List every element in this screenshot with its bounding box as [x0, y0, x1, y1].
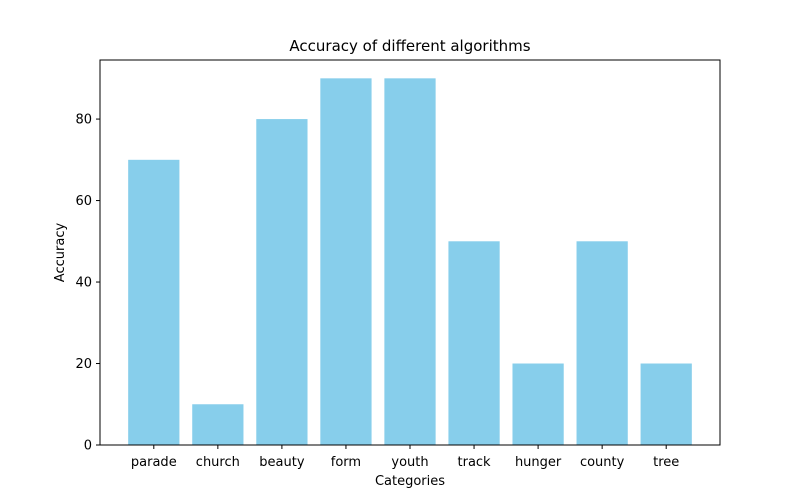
y-tick-label: 20	[75, 357, 92, 372]
bar-hunger	[512, 363, 564, 445]
x-tick-label: beauty	[259, 455, 305, 470]
x-tick-label: church	[196, 455, 240, 470]
x-tick-label: youth	[391, 455, 428, 470]
x-tick-label: form	[331, 455, 361, 470]
bar-track	[448, 241, 500, 445]
plot-frame	[99, 59, 721, 446]
bar-county	[576, 241, 628, 445]
bar-form	[320, 78, 372, 445]
bar-parade	[128, 159, 180, 445]
bar-church	[192, 404, 244, 445]
y-axis-ticks: 0 20 40 60 80	[75, 113, 100, 454]
chart-title: Accuracy of different algorithms	[289, 37, 530, 55]
x-tick-label: parade	[131, 455, 177, 470]
x-axis-ticks: parade church beauty form youth track hunger co…	[131, 445, 679, 470]
x-tick-label: county	[580, 455, 625, 470]
x-tick-label: tree	[653, 455, 679, 470]
x-tick-label: hunger	[515, 455, 562, 470]
bars-group	[128, 78, 692, 446]
bar-beauty	[256, 119, 308, 446]
x-axis-label: Categories	[375, 474, 445, 489]
bar-tree	[640, 363, 692, 445]
y-axis-label: Accuracy	[53, 223, 68, 283]
x-tick-label: track	[458, 455, 492, 470]
y-tick-label: 80	[75, 113, 92, 128]
bar-youth	[384, 78, 436, 445]
y-tick-label: 40	[75, 276, 92, 291]
y-tick-label: 0	[84, 439, 92, 454]
y-tick-label: 60	[75, 194, 92, 209]
